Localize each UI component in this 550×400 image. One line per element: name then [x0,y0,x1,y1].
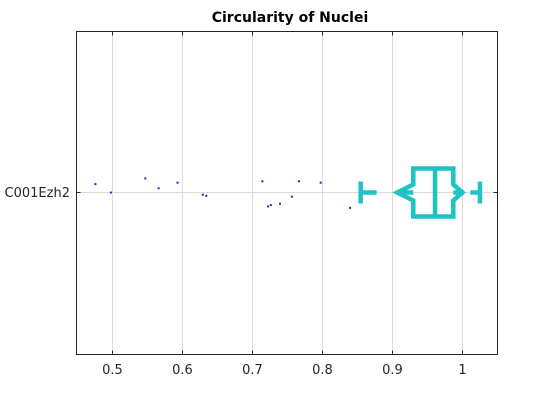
outlier-point-13 [319,181,322,184]
outlier-point-8 [267,205,270,208]
x-axis-ticks: 0.5 0.6 0.7 0.8 0.9 1 [76,31,498,378]
outlier-point-7 [261,180,264,183]
chart-title: Circularity of Nuclei [212,10,369,26]
x-tick-label-1: 0.6 [172,363,193,378]
outlier-point-9 [269,204,272,207]
x-tick-label-0: 0.5 [102,363,123,378]
outlier-point-11 [290,195,293,198]
x-tick-label-2: 0.7 [242,363,263,378]
y-tick-label-category: C001Ezh2 [5,186,70,201]
outlier-points [94,177,352,209]
outlier-point-12 [297,180,300,183]
x-tick-label-3: 0.8 [312,363,333,378]
outlier-point-14 [349,206,352,209]
outlier-point-4 [176,181,179,184]
outlier-point-1 [109,191,112,194]
x-tick-label-4: 0.9 [382,363,403,378]
outlier-point-2 [144,177,147,180]
outlier-point-6 [205,194,208,197]
outlier-point-3 [157,187,160,190]
outlier-point-10 [279,202,281,205]
outlier-point-5 [201,193,204,196]
x-tick-label-5: 1 [458,363,466,378]
box-glyph [358,166,483,219]
box-body [392,166,466,219]
outlier-point-0 [94,183,97,186]
